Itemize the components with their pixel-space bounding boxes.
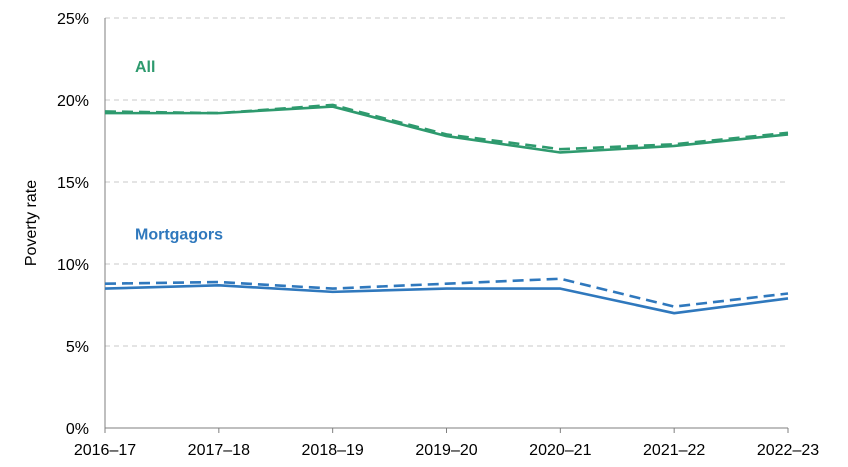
series-annotation-mortgagors: Mortgagors (135, 226, 223, 243)
x-tick-label: 2017–18 (188, 442, 250, 459)
series-annotations: All Mortgagors (135, 59, 223, 243)
series-annotation-all: All (135, 59, 155, 76)
axes (104, 18, 788, 429)
x-tick-label: 2019–20 (415, 442, 477, 459)
x-tick-label: 2020–21 (529, 442, 591, 459)
series-line-mortgagors-solid (104, 284, 789, 315)
gridlines (105, 17, 788, 347)
series-line-mortgagors-dashed (104, 277, 789, 308)
series-line-all-solid (105, 105, 789, 154)
x-tick-label: 2022–23 (757, 442, 819, 459)
y-tick-labels: 0% 5% 10% 15% 20% 25% (57, 11, 89, 438)
y-axis-title: Poverty rate (23, 180, 40, 266)
x-tick-label: 2018–19 (302, 442, 364, 459)
y-tick-label: 5% (66, 339, 89, 356)
series-line-all-dashed (104, 103, 789, 151)
y-tick-label: 0% (66, 421, 89, 438)
y-tick-label: 10% (57, 257, 89, 274)
y-tick-label: 25% (57, 11, 89, 28)
x-tick-labels: 2016–17 2017–18 2018–19 2019–20 2020–21 2021–… (74, 428, 819, 459)
x-tick-label: 2016–17 (74, 442, 136, 459)
series-lines (104, 103, 789, 315)
x-tick-label: 2021–22 (643, 442, 705, 459)
y-tick-label: 15% (57, 175, 89, 192)
y-tick-label: 20% (57, 93, 89, 110)
